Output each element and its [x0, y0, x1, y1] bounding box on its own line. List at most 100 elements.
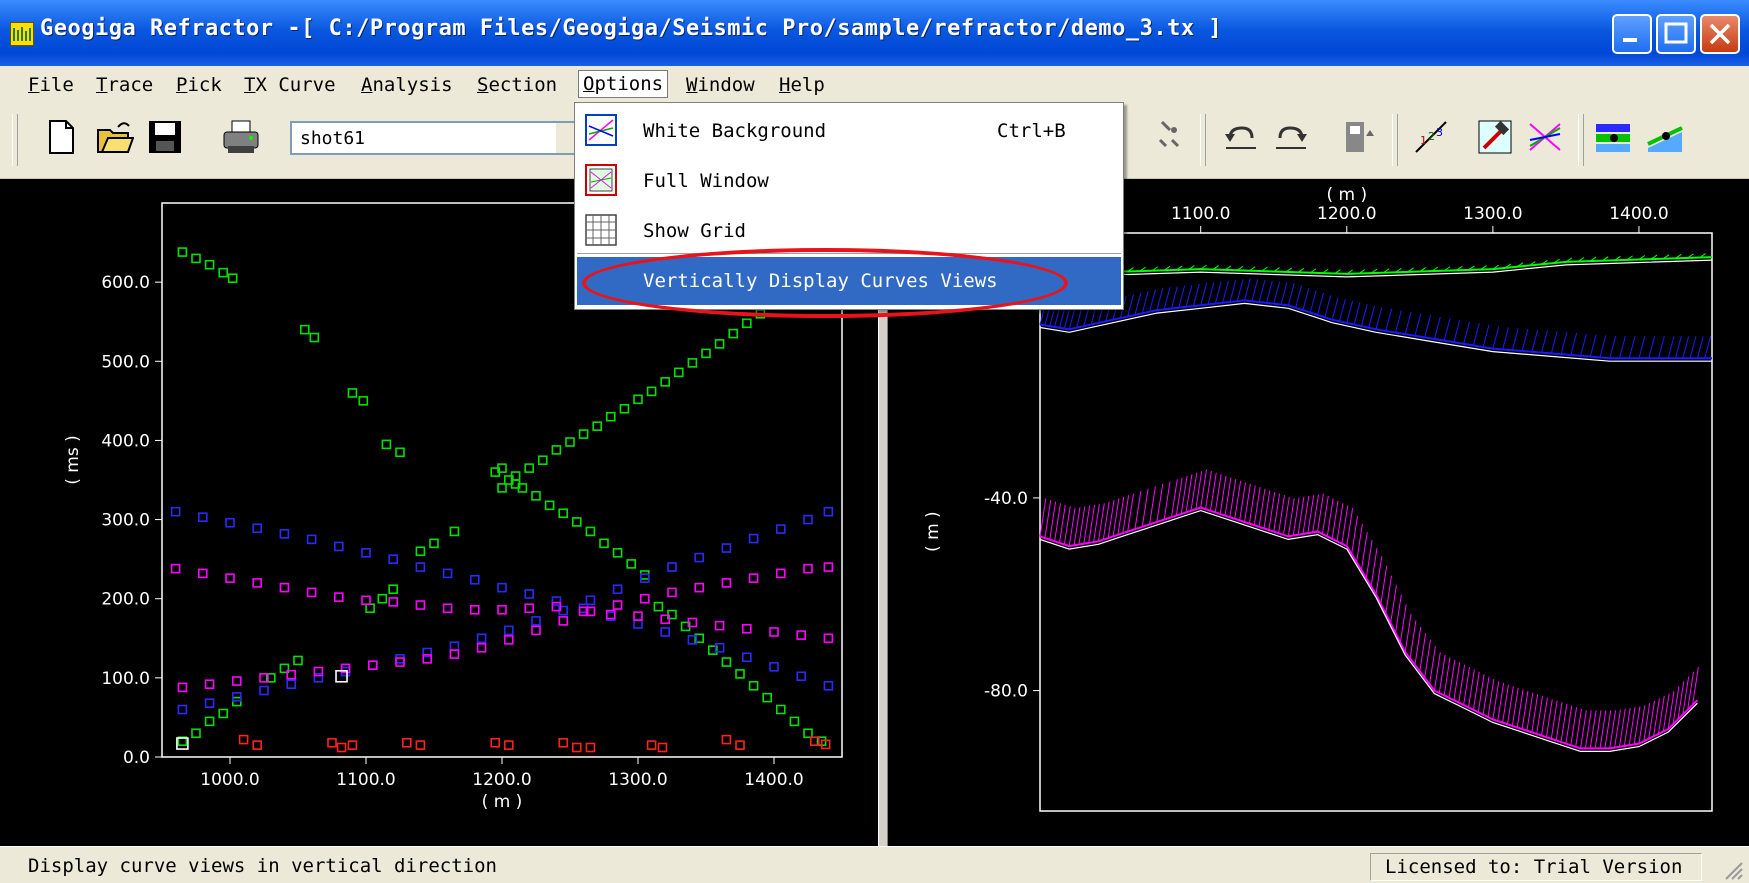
ray-line [1648, 700, 1656, 739]
undo-icon[interactable] [1222, 118, 1260, 156]
layer-icon[interactable] [1594, 118, 1632, 156]
data-point [748, 680, 759, 691]
data-point [313, 673, 324, 683]
ray-line [1331, 500, 1339, 539]
ray-line [1185, 284, 1193, 307]
ray-line [1083, 505, 1091, 544]
data-point [176, 737, 189, 750]
ray-line [1667, 691, 1675, 730]
resize-grip-icon[interactable] [1720, 857, 1744, 881]
hammer-icon[interactable] [1476, 118, 1514, 156]
ray-line [1248, 485, 1256, 524]
data-point [365, 603, 375, 614]
tx-curve-chart[interactable]: 1000.0 1100.0 1200.0 1300.0 1400.0 0.0 100.0 20… [0, 179, 878, 846]
ray-line [1251, 279, 1259, 302]
ray-line [1511, 687, 1519, 726]
ray-line [1448, 659, 1456, 698]
data-point [415, 546, 426, 557]
menu-bar: File Trace Pick TX Curve Analysis Sectio… [0, 66, 1749, 102]
data-point [524, 463, 535, 473]
menu-window[interactable]: Window [686, 74, 755, 96]
ray-line [1648, 336, 1656, 359]
ray-line [1404, 312, 1412, 335]
ray-line [1112, 498, 1120, 537]
new-file-icon[interactable] [42, 118, 80, 156]
ray-line [1443, 657, 1451, 696]
menu-pick[interactable]: Pick [176, 74, 222, 96]
menu-tx-curve[interactable]: TX Curve [244, 74, 336, 96]
data-point [442, 603, 453, 614]
data-point [721, 578, 732, 588]
chevron-down-icon[interactable] [556, 123, 578, 153]
x-axis-label: ( m ) [1326, 185, 1367, 205]
ray-line [1555, 702, 1563, 741]
print-icon[interactable] [222, 118, 260, 156]
data-point [657, 742, 668, 753]
redo-icon[interactable] [1272, 118, 1310, 156]
ray-line [1170, 479, 1178, 518]
app-icon[interactable] [10, 22, 34, 46]
menu-item-show-grid[interactable]: Show Grid [577, 207, 1121, 255]
data-point [619, 403, 630, 414]
menu-help[interactable]: Help [779, 74, 825, 96]
ray-line [1207, 282, 1215, 305]
data-point [227, 273, 238, 283]
toolbar-grip[interactable] [12, 114, 18, 166]
ray-line [1097, 503, 1105, 542]
open-folder-icon[interactable] [96, 118, 134, 156]
ray-line [1604, 710, 1612, 749]
ray-line [1506, 686, 1514, 725]
layer-edit-icon[interactable] [1646, 118, 1684, 156]
ray-line [1073, 507, 1081, 546]
data-point [259, 673, 269, 683]
maximize-button[interactable] [1656, 14, 1696, 54]
menu-item-full-window[interactable]: Full Window [577, 157, 1121, 205]
ray-line [1287, 498, 1295, 537]
ray-line [1365, 540, 1373, 579]
menu-trace[interactable]: Trace [96, 74, 154, 96]
menu-item-label: Show Grid [643, 220, 746, 242]
data-point [306, 534, 317, 545]
minimize-button[interactable] [1612, 14, 1652, 54]
data-point [449, 641, 460, 652]
ray-line [1575, 708, 1582, 747]
crossover-icon[interactable] [1526, 118, 1564, 156]
ray-line [1346, 300, 1354, 324]
menu-item-white-background[interactable]: White Background Ctrl+B [577, 107, 1121, 155]
close-button[interactable] [1700, 14, 1740, 54]
ray-line [1234, 480, 1242, 519]
x-tick-label: 1100.0 [1171, 204, 1230, 224]
data-point [687, 358, 698, 368]
ray-line [1244, 278, 1251, 301]
ray-line [1618, 336, 1626, 359]
ray-line [1088, 504, 1096, 543]
data-point [422, 654, 433, 664]
data-point [225, 573, 235, 583]
menu-options[interactable]: Options [578, 70, 669, 98]
save-icon[interactable] [146, 118, 184, 156]
y-tick-label: 500.0 [101, 352, 150, 372]
export-icon[interactable] [1340, 118, 1378, 156]
view-splitter[interactable] [878, 179, 888, 846]
ray-line [1429, 646, 1436, 685]
shot-select[interactable]: shot61 [290, 121, 580, 155]
data-point [789, 716, 800, 727]
menu-file[interactable]: File [28, 74, 74, 96]
data-point [429, 538, 439, 549]
menu-section[interactable]: Section [477, 74, 558, 96]
ray-line [1093, 503, 1100, 543]
ray-line [1472, 671, 1480, 710]
data-point [340, 663, 351, 674]
ray-line [1492, 681, 1500, 720]
svg-text:2: 2 [1428, 130, 1435, 143]
ray-line [1614, 709, 1621, 748]
layer-line [1039, 256, 1713, 275]
pick-icon[interactable] [1148, 118, 1186, 156]
data-point [571, 517, 582, 527]
menu-analysis[interactable]: Analysis [361, 74, 453, 96]
data-point [524, 589, 535, 599]
ray-line [1307, 495, 1315, 534]
data-point [714, 620, 725, 631]
